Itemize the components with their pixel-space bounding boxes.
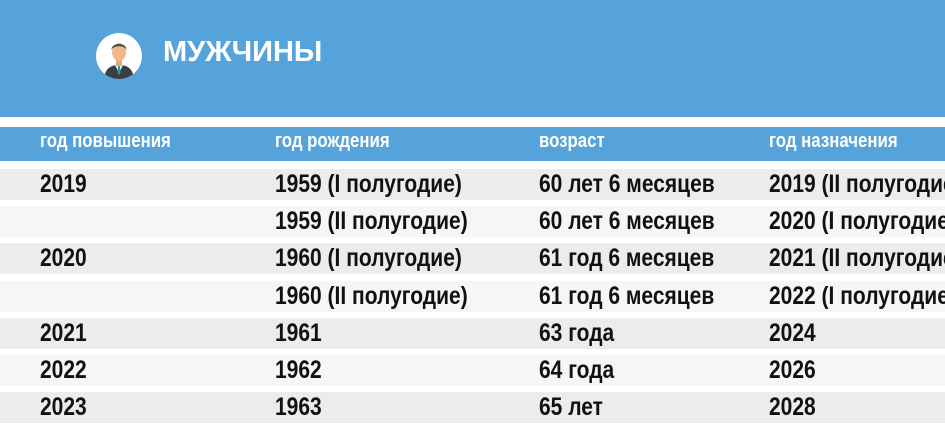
table-row: 2021 1961 63 года 2024 <box>0 317 945 349</box>
table-header: год повышения год рождения возраст год н… <box>0 127 945 161</box>
man-avatar-icon <box>96 33 142 79</box>
table-cell: 1963 <box>275 393 322 422</box>
table-cell: 63 года <box>539 318 615 347</box>
column-header: год назначения <box>769 130 898 152</box>
table-cell: 2024 <box>769 318 816 347</box>
table-cell: 61 год 6 месяцев <box>539 281 715 310</box>
table-cell: 1959 (II полугодие) <box>275 207 468 236</box>
table-row: 1959 (II полугодие) 60 лет 6 месяцев 2020 … <box>0 206 945 238</box>
table-cell: 2023 <box>40 393 87 422</box>
table-cell: 2022 (I полугодие) <box>769 281 945 310</box>
table-cell: 1960 (I полугодие) <box>275 244 462 273</box>
column-header: год рождения <box>275 130 390 152</box>
table-cell: 2019 <box>40 170 87 198</box>
table-row: 2019 1959 (I полугодие) 60 лет 6 месяцев 20… <box>0 169 945 200</box>
table-cell: 2028 <box>769 393 816 422</box>
column-header: год повышения <box>40 130 171 152</box>
table-cell: 60 лет 6 месяцев <box>539 170 715 198</box>
table-row: 2020 1960 (I полугодие) 61 год 6 месяцев 20… <box>0 243 945 275</box>
table-row: 2023 1963 65 лет 2028 <box>0 392 945 424</box>
table-cell: 1959 (I полугодие) <box>275 170 462 198</box>
table-cell: 1962 <box>275 356 322 384</box>
table-cell: 1960 (II полугодие) <box>275 281 468 310</box>
table-cell: 2020 <box>40 244 87 273</box>
table-cell: 2020 (I полугодие) <box>769 207 945 236</box>
table-cell: 2021 (II полугодие) <box>769 244 945 273</box>
table-row: 2022 1962 64 года 2026 <box>0 355 945 386</box>
table-cell: 65 лет <box>539 393 603 422</box>
table-cell: 2026 <box>769 356 816 384</box>
table-cell: 64 года <box>539 356 615 384</box>
table-cell: 60 лет 6 месяцев <box>539 207 715 236</box>
table-cell: 1961 <box>275 318 322 347</box>
table-cell: 2021 <box>40 318 87 347</box>
column-header: возраст <box>539 130 605 152</box>
banner: МУЖЧИНЫ <box>0 0 945 117</box>
table-cell: 61 год 6 месяцев <box>539 244 715 273</box>
table-cell: 2022 <box>40 356 87 384</box>
table-cell: 2019 (II полугодие) <box>769 170 945 198</box>
table-row: 1960 (II полугодие) 61 год 6 месяцев 2022 … <box>0 280 945 312</box>
page-title: МУЖЧИНЫ <box>163 36 323 68</box>
